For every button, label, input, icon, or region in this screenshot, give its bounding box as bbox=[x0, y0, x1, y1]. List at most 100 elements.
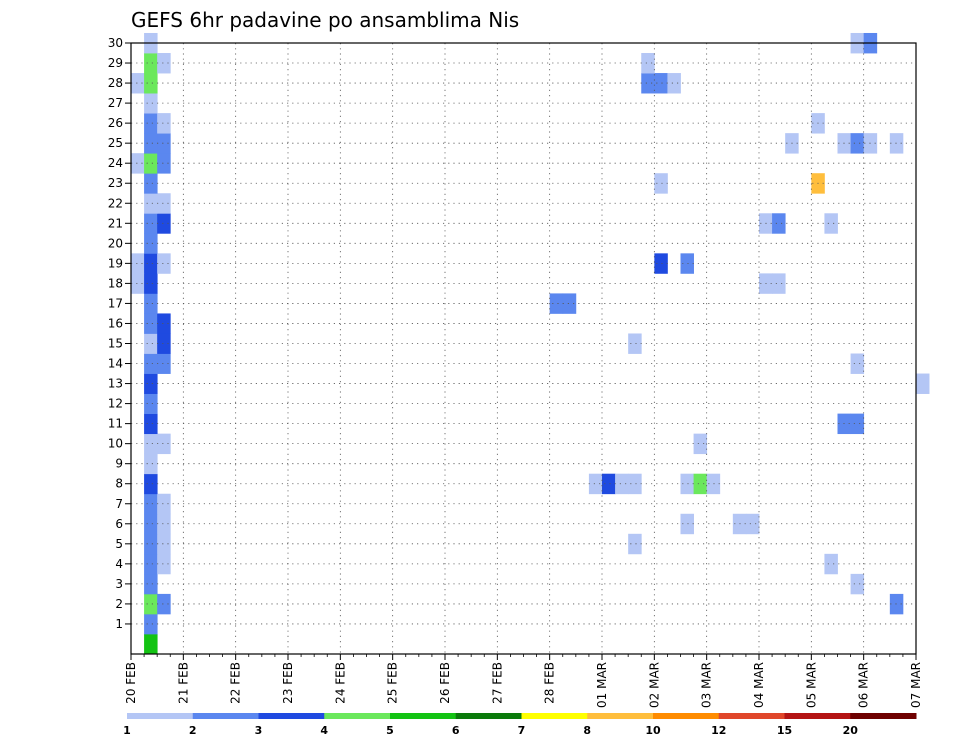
heatmap-cell bbox=[641, 53, 655, 74]
heatmap-cell bbox=[693, 433, 708, 455]
heatmap-cell bbox=[144, 113, 158, 134]
heatmap-cell bbox=[144, 513, 158, 535]
heatmap-cell bbox=[772, 213, 786, 234]
heatmap-cell bbox=[144, 173, 158, 194]
colorbar-segment bbox=[784, 713, 851, 719]
heatmap-cell bbox=[615, 473, 629, 495]
heatmap-cell bbox=[667, 73, 681, 94]
y-tick-label: 20 bbox=[108, 236, 123, 250]
colorbar-segment bbox=[718, 713, 785, 719]
y-tick-label: 18 bbox=[108, 276, 123, 290]
heatmap-cell bbox=[144, 233, 158, 254]
colorbar-label: 5 bbox=[386, 724, 394, 737]
colorbar-label: 12 bbox=[711, 724, 726, 737]
heatmap-cell bbox=[549, 293, 564, 314]
heatmap-cell bbox=[157, 493, 171, 515]
colorbar-segment bbox=[258, 713, 325, 719]
x-tick-label: 28 FEB bbox=[543, 662, 557, 704]
x-tick-label: 01 MAR bbox=[595, 662, 609, 708]
heatmap-cell bbox=[144, 473, 158, 495]
heatmap-cell bbox=[144, 633, 158, 655]
heatmap-cell bbox=[144, 253, 158, 274]
heatmap-cell bbox=[144, 313, 158, 334]
x-tick-label: 04 MAR bbox=[752, 662, 766, 708]
colorbar-segment bbox=[192, 713, 259, 719]
colorbar-segment bbox=[390, 713, 457, 719]
heatmap-cell bbox=[157, 153, 171, 174]
heatmap-cell bbox=[157, 513, 171, 535]
x-tick-label: 22 FEB bbox=[229, 662, 243, 704]
heatmap-cell bbox=[157, 353, 171, 374]
heatmap-cell bbox=[628, 533, 642, 555]
heatmap-cell bbox=[157, 333, 171, 354]
y-tick-label: 4 bbox=[115, 557, 123, 571]
colorbar-label: 15 bbox=[777, 724, 792, 737]
y-tick-label: 7 bbox=[115, 497, 123, 511]
y-tick-label: 13 bbox=[108, 377, 123, 391]
colorbar-label: 6 bbox=[452, 724, 460, 737]
x-tick-label: 07 MAR bbox=[909, 662, 923, 708]
heatmap-cell bbox=[628, 333, 642, 354]
heatmap-cell bbox=[144, 433, 158, 455]
colorbar-segment bbox=[850, 713, 917, 719]
heatmap-cell bbox=[157, 193, 171, 214]
heatmap-cell bbox=[144, 73, 158, 94]
y-tick-label: 5 bbox=[115, 537, 123, 551]
y-tick-label: 19 bbox=[108, 256, 123, 270]
heatmap-cell bbox=[144, 493, 158, 515]
y-tick-label: 1 bbox=[115, 617, 123, 631]
heatmap-cell bbox=[144, 553, 158, 575]
x-tick-label: 03 MAR bbox=[700, 662, 714, 708]
heatmap-cell bbox=[157, 433, 171, 455]
heatmap-cell bbox=[144, 273, 158, 294]
heatmap-cell bbox=[745, 513, 760, 535]
heatmap-cell bbox=[850, 133, 865, 154]
chart-title: GEFS 6hr padavine po ansamblima Nis bbox=[131, 8, 519, 32]
heatmap-cell bbox=[157, 53, 171, 74]
heatmap-cell bbox=[144, 593, 158, 615]
heatmap-cell bbox=[693, 473, 708, 495]
heatmap-cell bbox=[157, 113, 171, 134]
y-tick-label: 12 bbox=[108, 397, 123, 411]
colorbar-label: 3 bbox=[255, 724, 263, 737]
x-tick-label: 06 MAR bbox=[857, 662, 871, 708]
heatmap-cell bbox=[131, 153, 145, 174]
colorbar-segment bbox=[324, 713, 391, 719]
heatmap-cell bbox=[602, 473, 616, 495]
x-tick-label: 26 FEB bbox=[438, 662, 452, 704]
y-tick-label: 30 bbox=[108, 36, 123, 50]
heatmap-cell bbox=[144, 333, 158, 354]
x-tick-label: 24 FEB bbox=[333, 662, 347, 704]
y-tick-label: 25 bbox=[108, 136, 123, 150]
heatmap-cell bbox=[157, 213, 171, 234]
y-tick-label: 10 bbox=[108, 437, 123, 451]
colorbar-label: 2 bbox=[189, 724, 197, 737]
x-tick-label: 27 FEB bbox=[490, 662, 504, 704]
colorbar-segment bbox=[455, 713, 522, 719]
y-tick-label: 29 bbox=[108, 56, 123, 70]
x-tick-label: 05 MAR bbox=[804, 662, 818, 708]
heatmap-cell bbox=[157, 533, 171, 555]
heatmap-cell bbox=[144, 453, 158, 475]
heatmap-cells bbox=[131, 32, 930, 655]
heatmap-cell bbox=[772, 273, 786, 294]
heatmap-cell bbox=[157, 593, 171, 615]
y-tick-label: 11 bbox=[108, 417, 123, 431]
heatmap-cell bbox=[654, 253, 668, 274]
heatmap-cell bbox=[157, 553, 171, 575]
grid-lines bbox=[131, 43, 916, 654]
heatmap-cell bbox=[144, 353, 158, 374]
heatmap-cell bbox=[916, 373, 930, 394]
heatmap-cell bbox=[824, 553, 838, 575]
colorbar-label: 10 bbox=[645, 724, 661, 737]
heatmap-cell bbox=[144, 93, 158, 114]
heatmap-cell bbox=[680, 473, 694, 495]
heatmap-cell bbox=[680, 513, 694, 535]
x-tick-label: 21 FEB bbox=[176, 662, 190, 704]
heatmap-cell bbox=[144, 613, 158, 635]
y-tick-label: 2 bbox=[115, 597, 123, 611]
x-tick-label: 02 MAR bbox=[647, 662, 661, 708]
heatmap-cell bbox=[850, 573, 865, 595]
heatmap-cell bbox=[680, 253, 694, 274]
